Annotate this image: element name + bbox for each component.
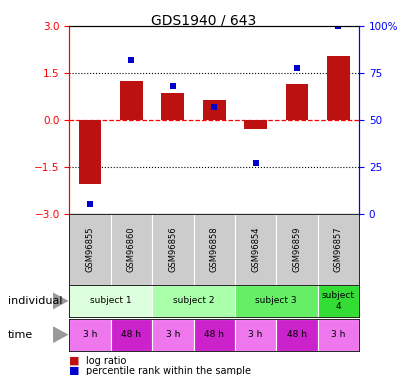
Bar <box>193 214 235 285</box>
Text: ■: ■ <box>69 356 80 366</box>
Bar <box>244 120 267 129</box>
Bar <box>276 319 318 351</box>
Text: GSM96860: GSM96860 <box>127 226 136 272</box>
Text: GSM96857: GSM96857 <box>334 226 343 272</box>
Text: time: time <box>8 330 33 340</box>
Point <box>87 201 93 207</box>
Text: subject
4: subject 4 <box>322 291 355 310</box>
Bar <box>193 319 235 351</box>
Bar <box>276 214 318 285</box>
Bar <box>235 285 318 317</box>
Text: 3 h: 3 h <box>331 330 346 339</box>
Text: 48 h: 48 h <box>204 330 224 339</box>
Point <box>294 64 300 70</box>
Bar <box>152 285 235 317</box>
Bar <box>69 319 111 351</box>
Bar <box>235 214 276 285</box>
Text: subject 3: subject 3 <box>255 296 297 305</box>
Text: log ratio: log ratio <box>86 356 126 366</box>
Text: GSM96856: GSM96856 <box>169 226 177 272</box>
Bar <box>235 319 276 351</box>
Text: subject 2: subject 2 <box>173 296 214 305</box>
Bar <box>327 56 350 120</box>
Bar <box>69 214 111 285</box>
Text: 48 h: 48 h <box>122 330 142 339</box>
Bar <box>120 81 143 120</box>
Bar <box>162 93 184 120</box>
Text: GSM96859: GSM96859 <box>293 226 302 272</box>
Text: GSM96854: GSM96854 <box>251 226 260 272</box>
Text: 3 h: 3 h <box>248 330 263 339</box>
Bar <box>69 285 152 317</box>
Text: percentile rank within the sample: percentile rank within the sample <box>86 366 251 375</box>
Bar <box>318 285 359 317</box>
Text: GDS1940 / 643: GDS1940 / 643 <box>151 13 257 27</box>
Point <box>252 160 259 166</box>
Bar <box>79 120 102 184</box>
Bar <box>286 84 308 120</box>
Point <box>128 57 135 63</box>
Text: GSM96858: GSM96858 <box>210 226 219 272</box>
Polygon shape <box>53 292 69 309</box>
Point <box>170 83 176 89</box>
Bar <box>111 214 152 285</box>
Text: subject 1: subject 1 <box>90 296 131 305</box>
Text: 48 h: 48 h <box>287 330 307 339</box>
Bar <box>318 319 359 351</box>
Text: 3 h: 3 h <box>83 330 97 339</box>
Text: ■: ■ <box>69 366 80 375</box>
Bar <box>111 319 152 351</box>
Bar <box>152 214 193 285</box>
Bar <box>152 319 193 351</box>
Bar <box>203 100 226 120</box>
Point <box>335 23 341 29</box>
Text: GSM96855: GSM96855 <box>86 226 95 272</box>
Text: individual: individual <box>8 296 63 306</box>
Bar <box>318 214 359 285</box>
Polygon shape <box>53 326 69 343</box>
Point <box>211 104 217 110</box>
Text: 3 h: 3 h <box>166 330 180 339</box>
